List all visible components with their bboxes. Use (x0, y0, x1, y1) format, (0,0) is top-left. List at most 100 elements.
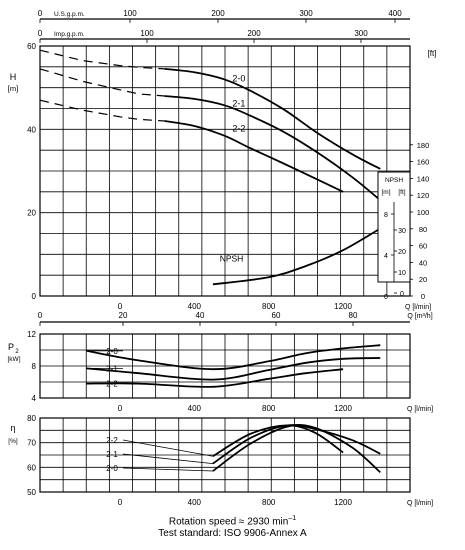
e-x-axis-label: Q [l/min] (407, 500, 433, 507)
e-curve-leader-2-2 (122, 439, 213, 457)
h-x-tick-label: 1200 (334, 302, 352, 311)
npsh-ft-tick-label: 30 (398, 228, 406, 235)
npsh-ft-tick-label: 20 (398, 249, 406, 256)
ft-tick-label: 40 (419, 258, 427, 267)
npsh-ft-tick-label: 10 (398, 270, 406, 277)
e-y-tick-label: 70 (27, 439, 36, 448)
m3h-tick-label: 0 (38, 311, 43, 320)
h-curve-2-2 (164, 120, 344, 193)
p-curve-label-2-1: 2-1 (106, 364, 118, 373)
ft-tick-label: 120 (417, 191, 430, 200)
rotation-speed-exponent: –1 (288, 515, 297, 522)
m3h-tick-label: 80 (349, 311, 358, 320)
label-npsh: NPSH (220, 253, 244, 263)
m3h-axis-label: Q [m³/h] (407, 313, 432, 320)
e-curve-label-2-0: 2-0 (106, 464, 118, 473)
impgpm-axis-label: Imp.g.p.m. (54, 31, 85, 38)
p-curve-label-2-0: 2-0 (106, 347, 118, 356)
p-y-tick-label: 4 (32, 394, 37, 403)
p-plot-frame (39, 333, 411, 399)
p-y-tick-label: 8 (32, 362, 37, 371)
npsh-box-unit-m: [m] (381, 189, 390, 196)
e-x-tick-label: 800 (262, 498, 276, 507)
h-x-tick-label: 0 (118, 302, 123, 311)
ft-tick-label: 100 (417, 208, 430, 217)
test-standard-note: Test standard: ISO 9906-Annex A (0, 528, 465, 540)
e-y-axis-unit: [%] (8, 438, 18, 445)
e-curve-leader-2-1 (122, 453, 213, 465)
e-x-tick-label: 0 (118, 498, 123, 507)
usgpm-tick-label: 0 (38, 9, 43, 18)
p-y-axis-title: P (8, 342, 14, 352)
h-curve-2-1-extension (39, 68, 165, 97)
npsh-m-tick-label: 8 (384, 212, 388, 219)
usgpm-tick-label: 300 (299, 9, 313, 18)
h-y-axis-title: H (10, 72, 17, 82)
usgpm-axis-label: U.S.g.p.m. (54, 11, 85, 18)
p-x-axis-label: Q [l/min] (407, 406, 433, 413)
m3h-tick-label: 40 (196, 311, 205, 320)
e-curve-leader-2-0 (122, 467, 213, 472)
h-plot-frame (39, 45, 411, 297)
p-curve-2-0 (86, 344, 381, 371)
impgpm-tick-label: 0 (38, 29, 43, 38)
usgpm-tick-label: 200 (211, 9, 225, 18)
e-x-tick-label: 1200 (334, 498, 352, 507)
p-x-tick-label: 800 (262, 404, 276, 413)
p-x-tick-label: 1200 (334, 404, 352, 413)
npsh-box-unit-ft: [ft] (398, 189, 405, 196)
impgpm-tick-label: 100 (140, 29, 154, 38)
npsh-ft-tick-label: 0 (400, 291, 404, 298)
impgpm-tick-label: 200 (247, 29, 261, 38)
p-y-axis-unit: [kW] (8, 356, 21, 363)
usgpm-tick-label: 100 (123, 9, 137, 18)
p-x-tick-label: 400 (188, 404, 202, 413)
ft-tick-label: 0 (421, 292, 425, 301)
h-x-axis-label: Q [l/min] (405, 304, 431, 311)
e-y-tick-label: 60 (27, 463, 36, 472)
test-standard-text: Test standard: ISO 9906-Annex A (158, 528, 307, 539)
p-curve-2-1 (86, 357, 381, 381)
h-curve-2-0-extension (39, 49, 165, 70)
h-y-tick-label: 60 (27, 42, 36, 51)
e-x-tick-label: 400 (188, 498, 202, 507)
h-x-tick-label: 400 (188, 302, 202, 311)
rotation-speed-note: Rotation speed ≈ 2930 min–1 (0, 513, 465, 528)
m3h-tick-label: 20 (119, 311, 128, 320)
npsh-m-tick-label: 4 (384, 253, 388, 260)
ft-tick-label: 160 (417, 158, 430, 167)
e-curve-label-2-2: 2-2 (106, 436, 118, 445)
p-x-tick-label: 0 (118, 404, 123, 413)
label-2-2: 2-2 (232, 123, 245, 133)
ft-tick-label: 180 (417, 141, 430, 150)
label-2-0: 2-0 (232, 73, 245, 83)
h-y-tick-label: 0 (32, 292, 37, 301)
h-y-tick-label: 40 (27, 125, 36, 134)
p-curve-label-2-2: 2-2 (106, 380, 118, 389)
h-curve-2-2-extension (39, 99, 165, 122)
ft-tick-label: 20 (419, 275, 427, 284)
rotation-speed-text: Rotation speed ≈ 2930 min (168, 516, 289, 528)
e-curve-label-2-1: 2-1 (106, 450, 118, 459)
label-2-1: 2-1 (232, 98, 245, 108)
npsh-curve (212, 227, 381, 286)
npsh-box-header: NPSH (385, 177, 403, 184)
p-y-tick-label: 12 (27, 330, 36, 339)
h-y-axis-unit: [m] (8, 84, 18, 93)
h-y-tick-label: 20 (27, 209, 36, 218)
p-curve-2-2 (86, 368, 344, 388)
ft-tick-label: 140 (417, 174, 430, 183)
ft-axis-label: [ft] (428, 49, 437, 58)
e-y-axis-title: η (10, 423, 15, 433)
h-curve-2-1 (164, 95, 381, 201)
h-curve-2-0 (164, 68, 381, 170)
m3h-tick-label: 60 (272, 311, 281, 320)
e-y-tick-label: 80 (27, 414, 36, 423)
ft-tick-label: 60 (419, 242, 427, 251)
e-curve-2-0 (212, 424, 381, 473)
h-x-tick-label: 800 (262, 302, 276, 311)
npsh-m-tick-label: 0 (384, 294, 388, 301)
ft-tick-label: 80 (419, 225, 427, 234)
e-plot-frame (39, 417, 411, 493)
